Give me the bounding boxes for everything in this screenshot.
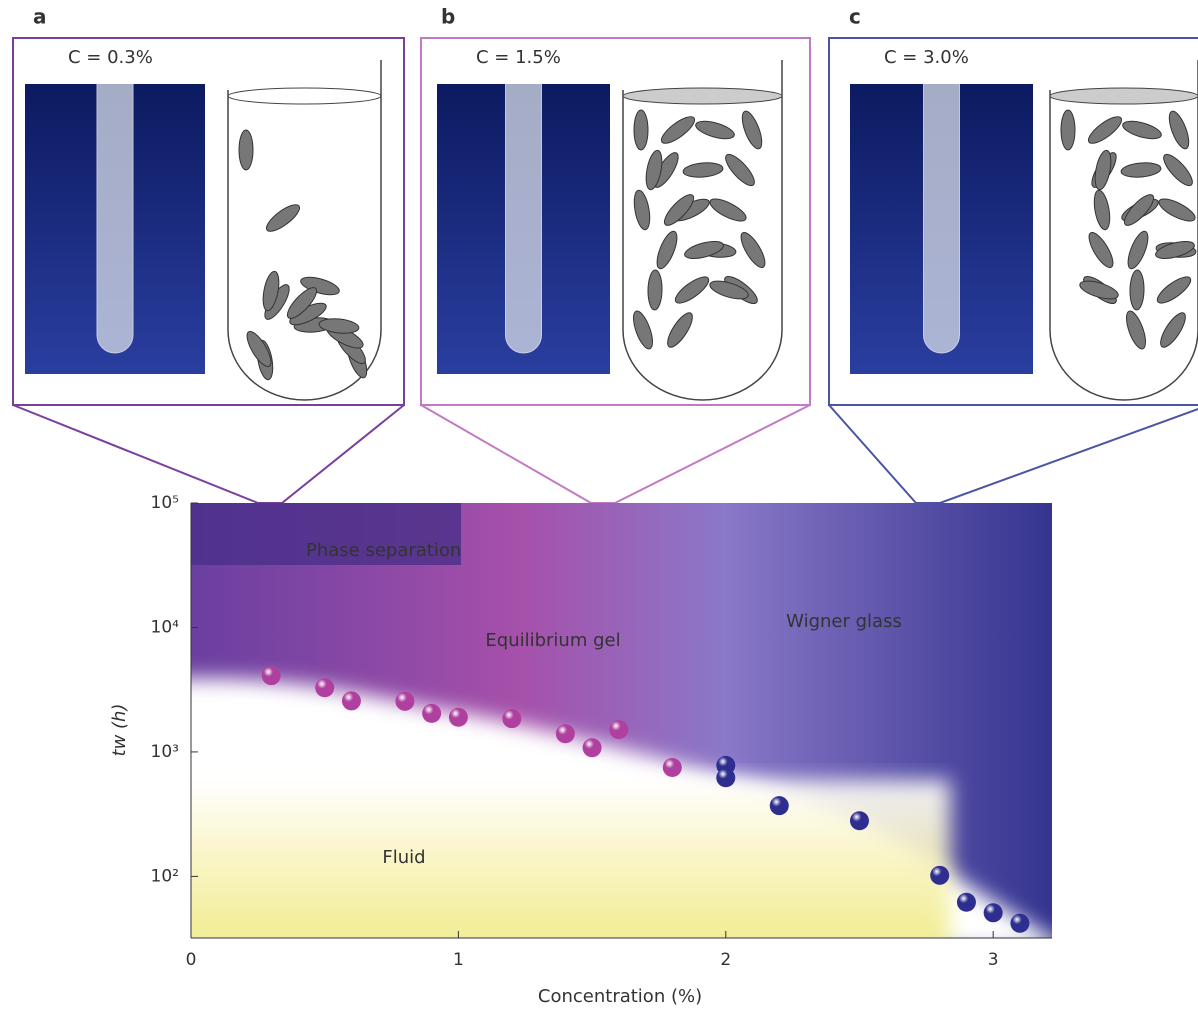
data-point	[957, 893, 976, 912]
x-tick-label: 0	[186, 950, 197, 970]
panel-concentration: C = 1.5%	[476, 47, 561, 68]
y-tick-label: 10³	[151, 742, 179, 762]
test-tube	[506, 84, 542, 353]
region-label: Equilibrium gel	[485, 630, 620, 651]
region-label: Wigner glass	[786, 611, 902, 632]
data-point	[850, 811, 869, 830]
data-point	[984, 903, 1003, 922]
tube-top	[623, 88, 782, 104]
y-tick-label: 10⁵	[151, 493, 179, 513]
data-point	[342, 691, 361, 710]
particle	[1130, 270, 1145, 310]
x-axis-label: Concentration (%)	[538, 986, 702, 1007]
schematic-tube	[1050, 60, 1198, 400]
x-tick-label: 2	[720, 950, 731, 970]
zoom-line	[829, 405, 1198, 503]
data-point	[395, 692, 414, 711]
y-tick-label: 10²	[151, 866, 179, 886]
data-point	[449, 708, 468, 727]
zoom-line	[13, 405, 404, 503]
y-tick-label: 10⁴	[151, 617, 180, 637]
x-tick-label: 1	[453, 950, 464, 970]
data-point	[262, 666, 281, 685]
particle	[239, 130, 253, 170]
region-label: Phase separation	[306, 540, 461, 561]
particle	[648, 270, 663, 310]
panel-concentration: C = 0.3%	[68, 47, 153, 68]
data-point	[502, 709, 521, 728]
panel-letter: c	[849, 5, 861, 29]
data-point	[583, 738, 602, 757]
data-point	[556, 724, 575, 743]
data-point	[770, 796, 789, 815]
region-label: Fluid	[382, 847, 425, 868]
panel-letter: a	[33, 5, 47, 29]
zoom-line	[421, 405, 810, 503]
x-tick-label: 3	[988, 950, 999, 970]
test-tube	[97, 84, 133, 353]
data-point	[716, 768, 735, 787]
panel-letter: b	[441, 5, 455, 29]
schematic-tube	[623, 60, 782, 400]
panel-concentration: C = 3.0%	[884, 47, 969, 68]
test-tube	[924, 84, 960, 353]
data-point	[609, 720, 628, 739]
figure: a C = 0.3% b C = 1.5% c C = 3.0% Phase separa…	[0, 0, 1198, 1012]
data-point	[422, 704, 441, 723]
data-point	[1010, 914, 1029, 933]
tube-top	[1050, 88, 1198, 104]
y-axis-label: tw (h)	[109, 704, 130, 757]
data-point	[930, 866, 949, 885]
particle	[634, 110, 648, 150]
data-point	[663, 758, 682, 777]
data-point	[315, 678, 334, 697]
particle	[1061, 110, 1075, 150]
panels: a C = 0.3% b C = 1.5% c C = 3.0%	[13, 5, 1198, 530]
